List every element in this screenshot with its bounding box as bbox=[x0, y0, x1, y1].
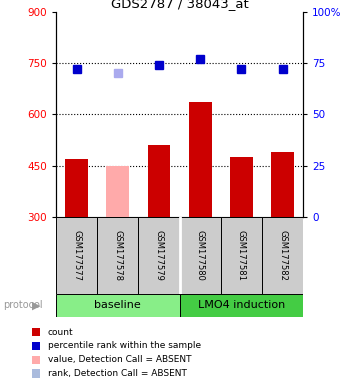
Bar bbox=[138, 217, 180, 294]
Text: GSM177580: GSM177580 bbox=[196, 230, 205, 281]
Bar bbox=[189, 102, 212, 217]
Title: GDS2787 / 38043_at: GDS2787 / 38043_at bbox=[111, 0, 248, 10]
Text: GSM177579: GSM177579 bbox=[155, 230, 164, 281]
Text: GSM177578: GSM177578 bbox=[113, 230, 122, 281]
Text: GSM177577: GSM177577 bbox=[72, 230, 81, 281]
Text: count: count bbox=[48, 328, 73, 337]
Bar bbox=[180, 217, 221, 294]
Bar bbox=[180, 294, 303, 317]
Bar bbox=[56, 217, 97, 294]
Bar bbox=[271, 152, 294, 217]
Text: percentile rank within the sample: percentile rank within the sample bbox=[48, 341, 201, 351]
Text: LMO4 induction: LMO4 induction bbox=[198, 300, 285, 310]
Text: GSM177581: GSM177581 bbox=[237, 230, 246, 281]
Text: ▶: ▶ bbox=[32, 300, 40, 310]
Text: value, Detection Call = ABSENT: value, Detection Call = ABSENT bbox=[48, 355, 191, 364]
Bar bbox=[106, 166, 129, 217]
Bar bbox=[221, 217, 262, 294]
Bar bbox=[97, 217, 138, 294]
Bar bbox=[262, 217, 303, 294]
Text: baseline: baseline bbox=[94, 300, 141, 310]
Bar bbox=[56, 294, 180, 317]
Text: GSM177582: GSM177582 bbox=[278, 230, 287, 281]
Text: rank, Detection Call = ABSENT: rank, Detection Call = ABSENT bbox=[48, 369, 187, 378]
Text: protocol: protocol bbox=[4, 300, 43, 310]
Bar bbox=[230, 157, 253, 217]
Bar bbox=[65, 159, 88, 217]
Bar bbox=[148, 145, 170, 217]
